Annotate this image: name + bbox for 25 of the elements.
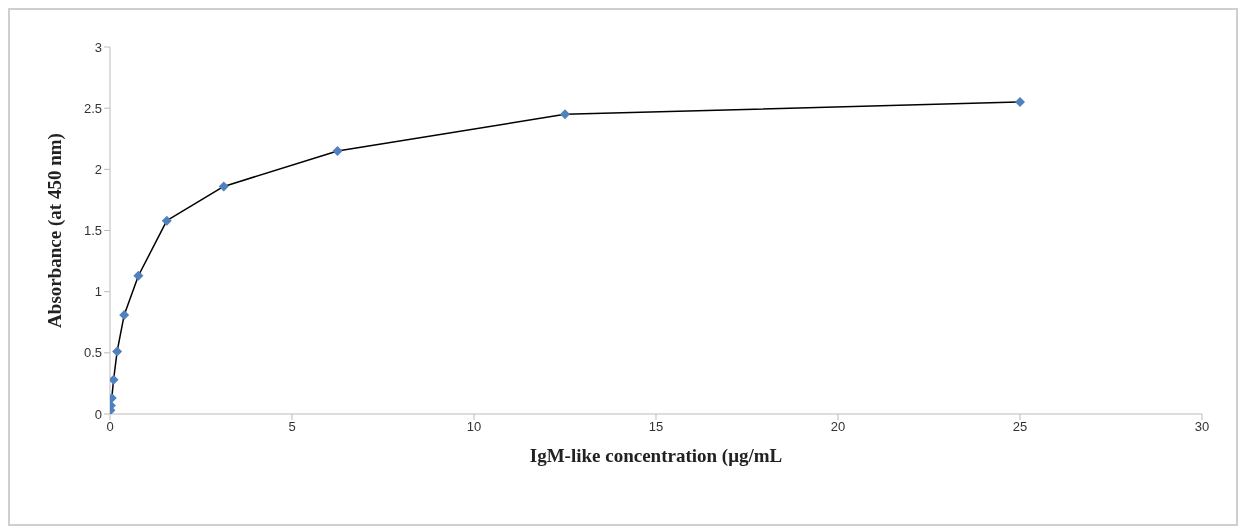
y-axis-title: Absorbance (at 450 nm) — [43, 133, 66, 328]
point — [112, 346, 123, 357]
x-tick-label: 0 — [106, 419, 114, 435]
y-tick-label: 2 — [94, 161, 102, 177]
x-tick-label: 5 — [288, 419, 296, 435]
point — [332, 145, 343, 156]
x-tick-label: 30 — [1194, 419, 1210, 435]
y-tick-label: 0.5 — [83, 345, 102, 361]
point — [218, 181, 229, 192]
y-tick-label: 1 — [94, 284, 102, 300]
x-tick-label: 15 — [648, 419, 664, 435]
point — [560, 109, 570, 120]
y-tick-label: 3 — [94, 39, 102, 55]
point — [161, 215, 172, 226]
point — [119, 309, 130, 320]
point — [133, 270, 144, 281]
x-tick-label: 20 — [830, 419, 846, 435]
x-axis-title: IgM-like concentration (μg/mL — [529, 445, 783, 467]
y-tick-label: 1.5 — [83, 223, 102, 239]
y-tick-label: 2.5 — [83, 100, 102, 116]
point — [1015, 97, 1025, 108]
x-tick-label: 10 — [466, 419, 482, 435]
x-tick-label: 25 — [1012, 419, 1028, 435]
y-tick-label: 0 — [94, 406, 102, 422]
point — [110, 374, 119, 385]
